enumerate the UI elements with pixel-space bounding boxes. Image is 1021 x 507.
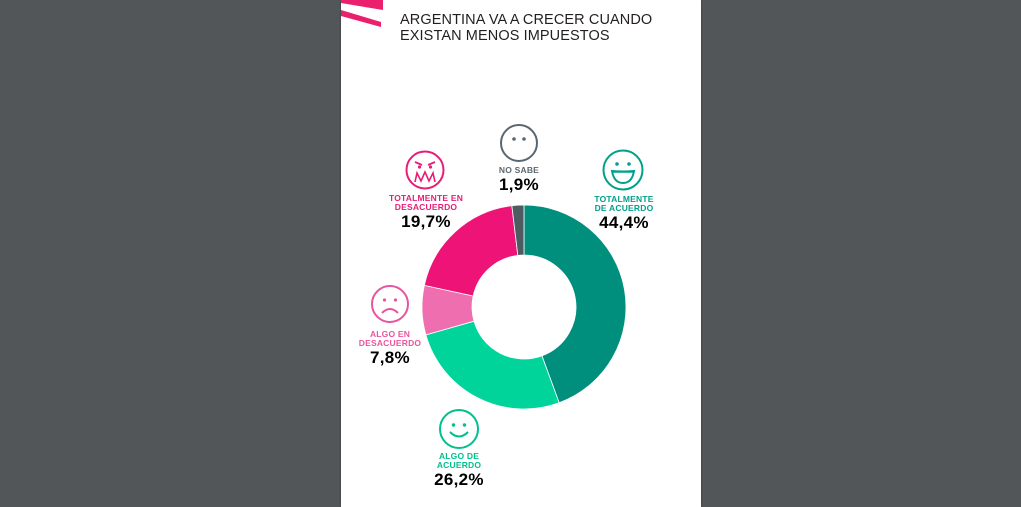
chart-title-line-1: ARGENTINA VA A CRECER CUANDO [400,12,653,28]
percent-label: 19,7% [401,212,451,231]
chart-title: ARGENTINA VA A CRECER CUANDO EXISTAN MEN… [400,12,690,44]
percent-label: 7,8% [370,348,410,367]
big-smile-face-icon [602,149,644,191]
document-page: ARGENTINA VA A CRECER CUANDO EXISTAN MEN… [341,0,701,507]
category-label: ALGO DE ACUERDO [436,451,482,470]
percent-label: 44,4% [599,213,649,232]
label-algo-en-desacuerdo: ALGO EN DESACUERDO 7,8% [345,329,435,368]
label-totalmente-en-desacuerdo: TOTALMENTE EN DESACUERDO 19,7% [378,193,474,232]
donut-slice-algo-de-acuerdo [425,320,560,410]
neutral-face-icon [500,124,538,162]
donut-slice-no-sabe [511,204,525,256]
category-label: NO SABE [498,165,540,175]
percent-label: 1,9% [499,175,539,194]
chart-title-line-2: EXISTAN MENOS IMPUESTOS [400,28,610,44]
smile-face-icon [439,409,479,449]
category-label: ALGO EN DESACUERDO [358,329,422,348]
category-label: TOTALMENTE EN DESACUERDO [388,193,464,212]
donut-slice-totalmente-en-desacuerdo [423,205,519,297]
donut-chart [421,204,627,410]
category-label: TOTALMENTE DE ACUERDO [594,194,654,213]
donut-slice-totalmente-de-acuerdo [523,204,627,404]
sad-face-icon [371,285,409,323]
brand-accent-logo [341,0,383,27]
label-algo-de-acuerdo: ALGO DE ACUERDO 26,2% [414,451,504,490]
label-no-sabe: NO SABE 1,9% [479,165,559,195]
label-totalmente-de-acuerdo: TOTALMENTE DE ACUERDO 44,4% [579,194,669,233]
angry-face-icon [405,150,445,190]
percent-label: 26,2% [434,470,484,489]
